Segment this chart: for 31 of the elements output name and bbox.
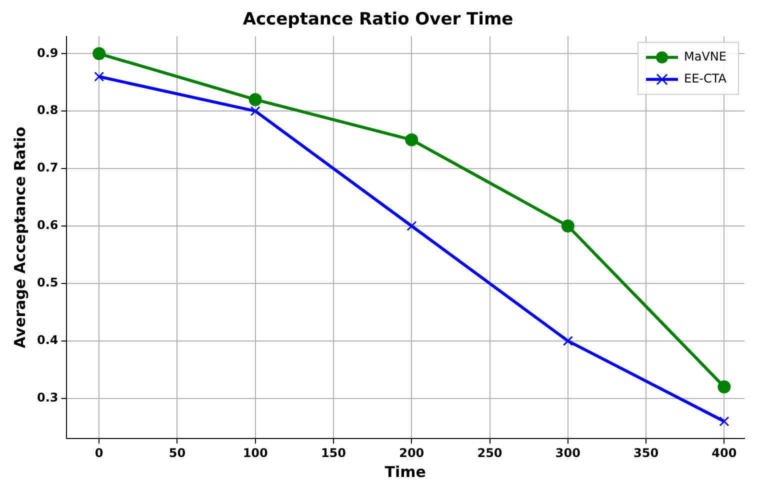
point <box>92 47 106 60</box>
x-tick-label: 100 <box>242 446 268 460</box>
legend-label: MaVNE <box>684 50 727 64</box>
point <box>719 416 730 426</box>
y-tick-label: 0.9 <box>36 46 58 60</box>
y-tick-label: 0.5 <box>36 276 58 290</box>
point <box>405 133 418 146</box>
y-tick-label: 0.4 <box>36 333 58 348</box>
x-tick-label: 200 <box>399 446 424 460</box>
x-axis-title: Time <box>384 462 426 481</box>
point <box>94 72 104 82</box>
point <box>248 93 262 106</box>
point <box>562 336 573 346</box>
point <box>718 380 731 394</box>
y-tick-label: 0.6 <box>36 218 58 232</box>
chart-title: Acceptance Ratio Over Time <box>242 10 514 30</box>
point <box>406 221 417 231</box>
x-tick-label: 400 <box>712 446 737 460</box>
x-tick-label: 350 <box>634 446 659 460</box>
legend-label: EE-CTA <box>684 72 728 86</box>
x-tick-label: 0 <box>94 446 104 460</box>
point <box>250 106 260 116</box>
x-tick-label: 300 <box>555 446 580 460</box>
y-tick-label: 0.3 <box>36 390 58 405</box>
y-axis-title: Average Acceptance Ratio <box>10 126 29 348</box>
point <box>561 220 574 233</box>
x-tick-label: 250 <box>477 446 502 460</box>
y-tick-label: 0.8 <box>36 103 58 118</box>
x-tick-label: 50 <box>168 446 186 460</box>
x-tick-label: 150 <box>320 446 346 460</box>
y-tick-label: 0.7 <box>36 160 58 175</box>
